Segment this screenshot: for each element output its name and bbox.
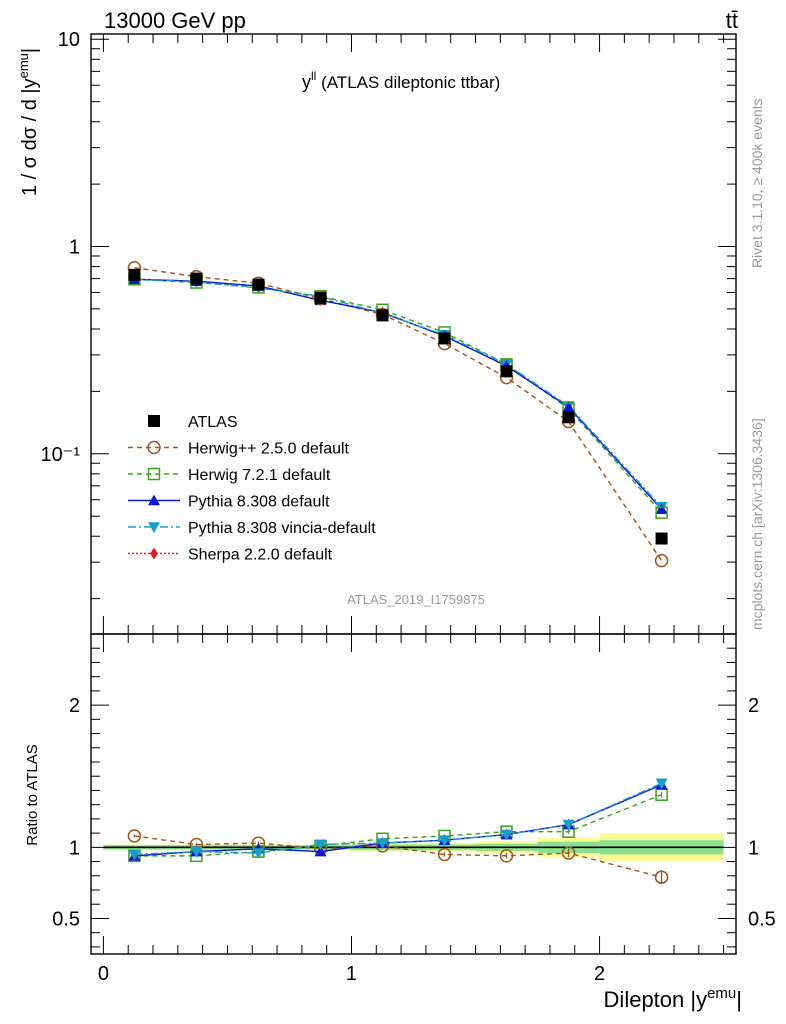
ratio-panel-frame bbox=[90, 633, 737, 955]
ratio-point bbox=[376, 838, 389, 850]
data-point bbox=[655, 532, 668, 545]
data-point bbox=[438, 332, 451, 345]
ratio-point bbox=[252, 848, 265, 860]
y-tick-label: 10 bbox=[58, 29, 80, 51]
ratio-point bbox=[127, 829, 142, 843]
ratio-line bbox=[134, 835, 662, 878]
ratio-tick-label: 0.5 bbox=[52, 908, 80, 930]
legend-label: ATLAS bbox=[188, 414, 238, 431]
ratio-tick-label-right: 1 bbox=[748, 837, 759, 859]
ratio-point bbox=[500, 829, 513, 841]
ratio-point bbox=[654, 870, 669, 884]
main-panel-frame bbox=[90, 33, 737, 635]
legend-marker bbox=[148, 522, 160, 533]
process-label: tt̄ bbox=[726, 8, 738, 33]
main-y-label: 1 / σ dσ / d |yemu| bbox=[16, 48, 41, 196]
legend-marker bbox=[150, 547, 158, 560]
title-sup: ll bbox=[311, 69, 316, 83]
ratio-tick-label-right: 0.5 bbox=[748, 908, 776, 930]
x-axis-label: Dilepton |yemu| bbox=[604, 985, 742, 1012]
data-point bbox=[314, 291, 327, 304]
ratio-tick-label-right: 2 bbox=[748, 695, 759, 717]
ratio-y-label: Ratio to ATLAS bbox=[24, 744, 41, 845]
legend-label: Sherpa 2.2.0 default bbox=[188, 547, 333, 564]
legend-marker bbox=[148, 415, 160, 427]
x-tick-label: 1 bbox=[346, 963, 357, 985]
ratio-point bbox=[437, 847, 452, 862]
legend-marker bbox=[147, 440, 161, 455]
data-point bbox=[562, 401, 575, 412]
title-main: y bbox=[302, 72, 311, 92]
legend-label: Pythia 8.308 default bbox=[188, 494, 330, 511]
data-point bbox=[252, 278, 265, 291]
ratio-line bbox=[134, 794, 662, 857]
ratio-point bbox=[314, 839, 327, 851]
rivet-label: Rivet 3.1.10, ≥ 400k events bbox=[749, 98, 765, 268]
ratio-point bbox=[499, 849, 514, 863]
ratio-tick-label: 2 bbox=[69, 695, 80, 717]
ratio-tick-label: 1 bbox=[69, 837, 80, 859]
y-tick-label: 10⁻¹ bbox=[41, 444, 81, 466]
x-tick-label: 2 bbox=[594, 963, 605, 985]
ratio-point bbox=[190, 846, 203, 858]
legend-marker bbox=[148, 494, 160, 506]
ratio-line bbox=[134, 782, 662, 856]
ratio-point bbox=[438, 835, 451, 847]
xlabel-sup: emu bbox=[707, 985, 736, 1002]
legend: ATLAS Herwig++ 2.5.0 default Herwig 7.2.1 … bbox=[128, 414, 376, 564]
legend-label: Herwig 7.2.1 default bbox=[188, 467, 331, 484]
ratio-point bbox=[128, 849, 141, 861]
main-series-group bbox=[127, 260, 669, 568]
ylabel-end: | bbox=[19, 48, 41, 53]
legend-marker bbox=[147, 467, 161, 481]
title-rest: (ATLAS dileptonic ttbar) bbox=[316, 73, 500, 92]
mcplots-label: mcplots.cern.ch [arXiv:1306.3436] bbox=[749, 418, 765, 630]
data-point bbox=[500, 365, 513, 378]
ylabel-text: 1 / σ dσ / d |y bbox=[19, 78, 41, 196]
ylabel-sup: emu bbox=[16, 53, 31, 78]
data-point bbox=[128, 268, 141, 281]
xlabel-text: Dilepton |y bbox=[604, 987, 708, 1012]
x-axis: 0 1 2 bbox=[98, 34, 725, 985]
ratio-point bbox=[561, 846, 576, 860]
ratio-point bbox=[314, 845, 327, 857]
data-point bbox=[376, 309, 389, 322]
energy-label: 13000 GeV pp bbox=[104, 8, 246, 33]
ratio-y-axis: 0.5 0.5 1 1 2 2 bbox=[52, 647, 776, 948]
data-point bbox=[655, 503, 668, 515]
ratio-point bbox=[655, 778, 668, 790]
data-point bbox=[655, 506, 668, 519]
ratio-series-group bbox=[127, 778, 669, 885]
analysis-id: ATLAS_2019_I1759875 bbox=[347, 592, 485, 607]
main-y-axis: 10 1 10⁻¹ bbox=[41, 29, 736, 600]
xlabel-end: | bbox=[736, 987, 742, 1012]
x-tick-label: 0 bbox=[98, 963, 109, 985]
data-point bbox=[562, 411, 575, 424]
ratio-point bbox=[562, 819, 575, 831]
legend-label: Pythia 8.308 vincia-default bbox=[188, 520, 376, 537]
y-tick-label: 1 bbox=[69, 237, 80, 259]
data-point bbox=[190, 272, 203, 285]
data-point bbox=[654, 553, 669, 568]
legend-label: Herwig++ 2.5.0 default bbox=[188, 441, 350, 458]
plot-title: yll (ATLAS dileptonic ttbar) bbox=[302, 69, 500, 92]
